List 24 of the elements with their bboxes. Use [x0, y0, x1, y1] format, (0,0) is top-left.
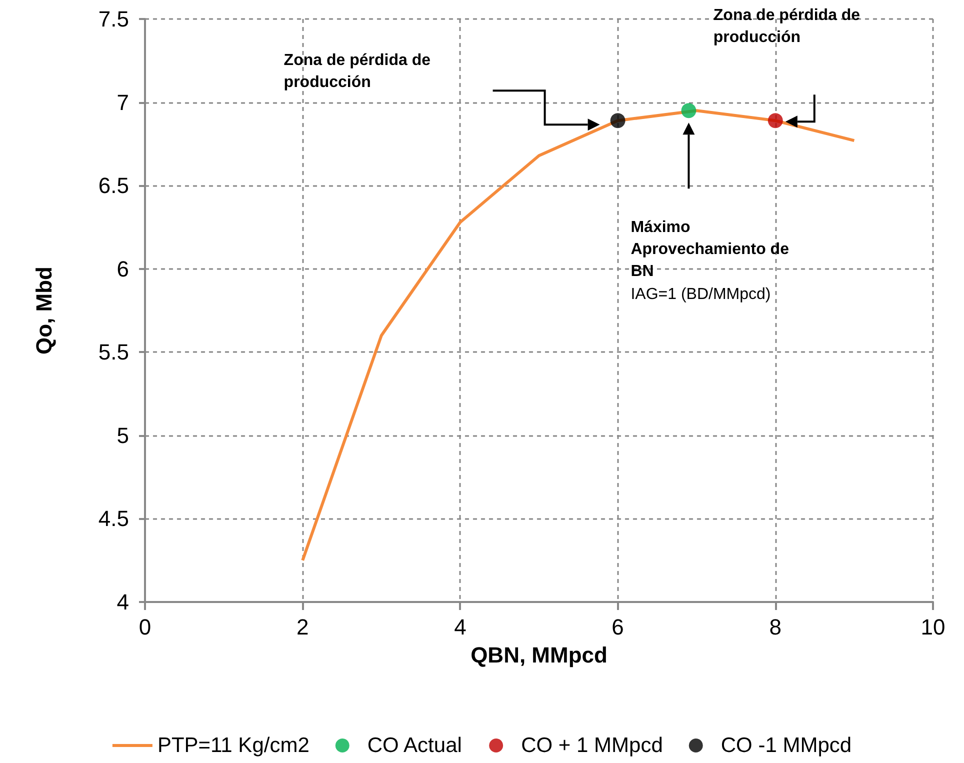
x-tick-label: 4: [454, 614, 466, 640]
annotation: IAG=1 (BD/MMpcd): [630, 284, 772, 305]
legend-label: CO Actual: [367, 734, 462, 757]
y-tick-label: 7.5: [98, 6, 129, 32]
y-tick-label: 5: [116, 422, 129, 448]
x-tick-label: 6: [612, 614, 624, 640]
legend-label: PTP=11 Kg/cm2: [157, 734, 310, 757]
legend-label: CO -1 MMpcd: [720, 734, 852, 757]
x-tick-label: 0: [138, 614, 152, 640]
x-tick-label: 8: [769, 614, 782, 640]
y-tick-label: 4.5: [98, 506, 129, 532]
x-axis-title: QBN, MMpcd: [470, 642, 608, 668]
annotation: Zona de pérdida de producción: [282, 50, 432, 93]
y-axis-title: Qo, Mbd: [32, 266, 56, 354]
y-tick-label: 7: [116, 90, 129, 115]
y-tick-label: 6.5: [98, 173, 129, 198]
y-tick-label: 6: [116, 256, 129, 282]
x-tick-label: 10: [920, 614, 946, 640]
legend-label: CO + 1 MMpcd: [521, 734, 663, 757]
y-tick-label: 4: [116, 590, 129, 614]
x-tick-label: 2: [296, 614, 309, 640]
y-tick-label: 5.5: [98, 340, 129, 365]
annotation: Máximo Aprovechamiento de BN: [630, 218, 790, 282]
annotation: Zona de pérdida de producción: [712, 6, 862, 48]
